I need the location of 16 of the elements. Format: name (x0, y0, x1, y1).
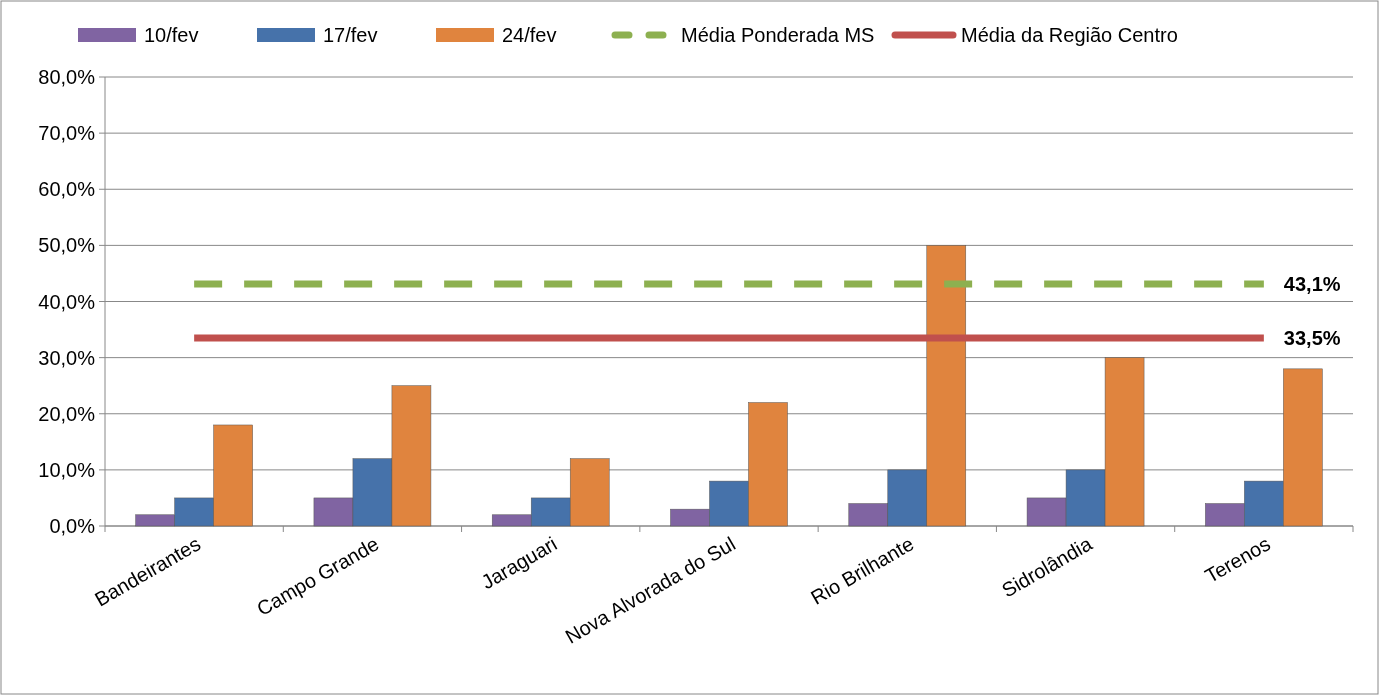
y-tick-label: 70,0% (38, 122, 96, 145)
y-tick-label: 30,0% (38, 346, 96, 369)
y-tick-label: 0,0% (49, 515, 96, 537)
legend-label: 10/fev (144, 24, 199, 46)
y-tick-label: 40,0% (38, 290, 96, 313)
y-tick-label: 60,0% (38, 178, 96, 201)
data-label: 43,1% (1283, 273, 1341, 296)
y-tick-label: 80,0% (38, 66, 96, 88)
y-tick-label: 20,0% (38, 402, 96, 425)
y-tick-label: 10,0% (38, 458, 96, 481)
legend-label: 24/fev (502, 24, 557, 46)
legend-label: Média da Região Centro (961, 24, 1178, 46)
y-tick-label: 50,0% (38, 234, 96, 257)
legend-label: Média Ponderada MS (681, 24, 875, 46)
legend-label: 17/fev (323, 24, 378, 46)
data-label: 33,5% (1283, 326, 1341, 349)
